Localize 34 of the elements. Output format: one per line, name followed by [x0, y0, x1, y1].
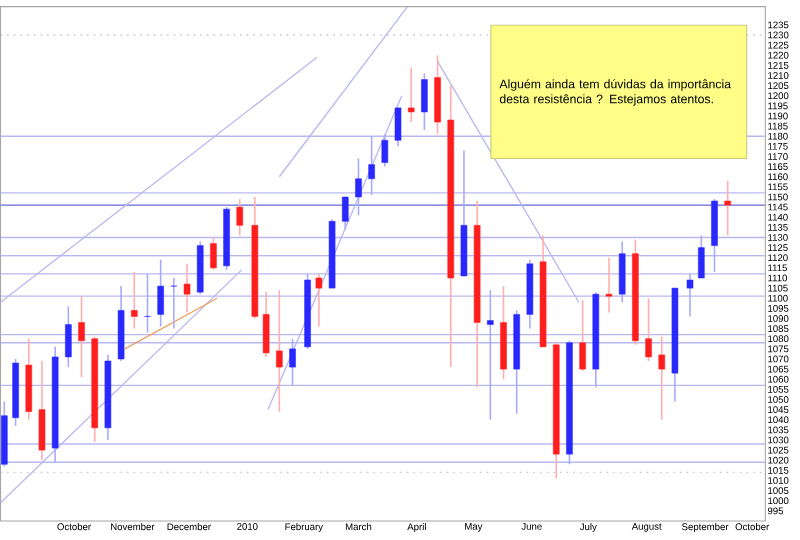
candlestick	[276, 289, 283, 413]
candlestick	[210, 236, 217, 271]
candlestick	[500, 285, 507, 381]
candlestick	[394, 107, 402, 148]
candlestick	[618, 240, 626, 304]
candlestick	[78, 295, 85, 379]
candlestick	[421, 72, 428, 132]
candlestick	[368, 135, 375, 196]
candlestick	[698, 234, 705, 279]
candlestick	[686, 273, 694, 318]
candlestick	[315, 273, 323, 328]
candlestick	[407, 66, 415, 124]
candlestick	[605, 257, 613, 314]
candlestick	[724, 180, 731, 237]
candlestick	[236, 198, 244, 237]
candlestick	[355, 157, 362, 217]
candlestick	[170, 277, 178, 330]
candlestick	[196, 240, 204, 296]
candlestick	[711, 198, 718, 273]
candlestick	[434, 54, 441, 136]
candlestick	[144, 273, 151, 334]
candlestick	[381, 133, 389, 168]
candlestick	[289, 338, 296, 387]
candlestick	[645, 297, 652, 362]
candlestick	[658, 336, 666, 421]
candlestick	[157, 259, 164, 328]
candlestick	[183, 263, 191, 314]
candlestick	[487, 289, 494, 421]
candlestick	[579, 299, 586, 373]
candlestick	[65, 305, 72, 369]
candlestick	[25, 338, 33, 421]
candlestick	[131, 271, 138, 330]
candlestick	[341, 196, 349, 231]
candlestick	[38, 360, 46, 462]
